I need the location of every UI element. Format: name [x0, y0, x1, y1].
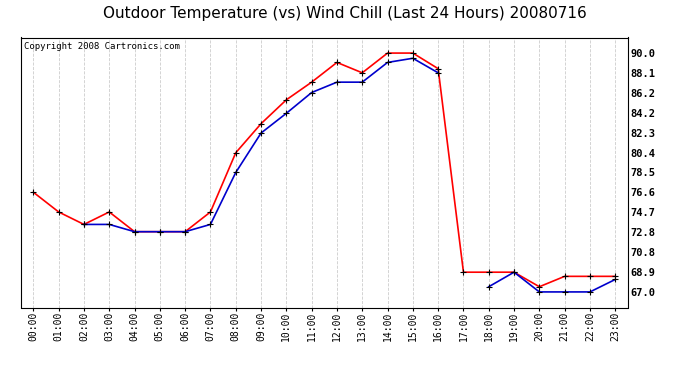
Text: Copyright 2008 Cartronics.com: Copyright 2008 Cartronics.com	[23, 42, 179, 51]
Text: Outdoor Temperature (vs) Wind Chill (Last 24 Hours) 20080716: Outdoor Temperature (vs) Wind Chill (Las…	[103, 6, 587, 21]
